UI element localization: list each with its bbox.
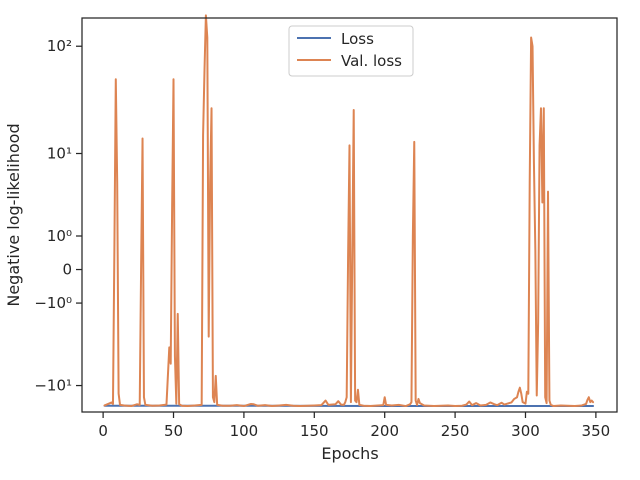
x-tick-label: 0 <box>98 422 108 440</box>
x-tick-label: 150 <box>300 422 329 440</box>
series-line-val-loss <box>103 14 595 408</box>
legend-label-val-loss: Val. loss <box>341 52 402 70</box>
y-axis: −10¹ −10⁰ 0 10⁰ 10¹ 10² <box>34 37 82 395</box>
x-axis-label: Epochs <box>321 444 378 463</box>
x-tick-label: 50 <box>164 422 183 440</box>
y-tick-label: 10⁰ <box>47 227 72 245</box>
x-tick-label: 100 <box>230 422 259 440</box>
y-tick-label: −10¹ <box>34 377 72 395</box>
x-tick-label: 200 <box>370 422 399 440</box>
x-tick-label: 300 <box>511 422 540 440</box>
y-tick-label: 10¹ <box>47 145 72 163</box>
y-axis-label: Negative log-likelihood <box>4 123 23 306</box>
x-axis: 0 50 100 150 200 250 300 350 <box>98 412 610 440</box>
y-tick-label: 10² <box>47 37 72 55</box>
x-tick-label: 250 <box>441 422 470 440</box>
legend: Loss Val. loss <box>288 25 414 77</box>
plot-frame <box>81 17 618 413</box>
x-tick-label: 350 <box>582 422 611 440</box>
y-tick-label: −10⁰ <box>34 294 72 312</box>
legend-label-loss: Loss <box>341 30 374 48</box>
y-tick-label: 0 <box>62 261 72 279</box>
series-layer <box>103 14 595 408</box>
